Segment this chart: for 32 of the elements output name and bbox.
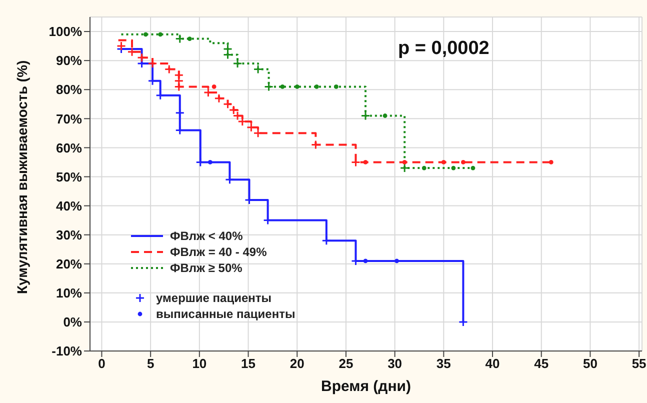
y-tick-label: 60% [56,140,82,156]
y-tick-label: 50% [56,169,82,184]
legend-label: выписанные пациенты [156,306,296,322]
y-tick-label: 70% [56,111,82,126]
x-tick-label: 25 [338,356,354,372]
x-tick-label: 20 [290,356,304,372]
y-tick-label: 80% [56,82,82,98]
legend-label: ФВлж = 40 - 49% [170,244,267,260]
y-tick-label: 20% [56,256,82,272]
x-tick-label: 5 [146,356,154,372]
y-tick-label: 30% [56,227,82,242]
x-tick-label: 10 [192,356,207,372]
legend-label: ФВлж < 40% [170,228,243,244]
x-tick-label: 40 [485,356,500,372]
x-tick-label: 45 [534,356,549,372]
x-tick-label: 55 [632,356,646,372]
x-tick-label: 0 [98,356,106,372]
x-tick-label: 15 [241,356,256,372]
x-axis-title: Время (дни) [321,378,411,395]
x-tick-label: 35 [436,356,451,372]
y-tick-label: -10% [52,344,82,359]
y-axis-title: Кумулятивная выживаемость (%) [14,60,30,294]
y-tick-label: 90% [56,53,82,68]
y-tick-label: 10% [56,286,82,301]
legend-label: умершие пациенты [156,290,272,306]
annotation: p = 0,0002 [398,38,490,60]
legend-label: ФВлж ≥ 50% [170,260,242,276]
y-tick-label: 40% [56,198,82,214]
x-tick-label: 50 [582,356,598,372]
x-tick-label: 30 [388,356,402,372]
y-tick-label: 100% [48,24,82,40]
y-tick-label: 0% [63,314,82,330]
